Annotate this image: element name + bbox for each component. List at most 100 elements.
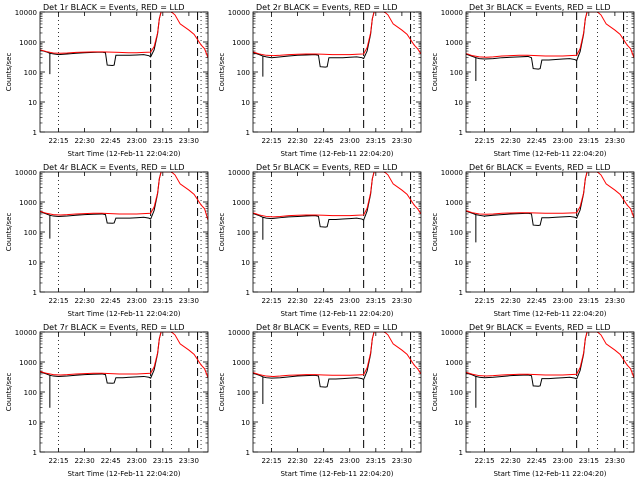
x-tick-label: 22:30 — [75, 297, 95, 305]
y-tick-label: 1 — [459, 129, 463, 137]
y-tick-label: 10000 — [441, 169, 463, 177]
y-axis-label: Counts/sec — [431, 213, 439, 252]
x-tick-label: 22:30 — [75, 457, 95, 465]
x-tick-label: 22:45 — [101, 457, 121, 465]
x-axis-label: Start Time (12-Feb-11 22:04:20) — [67, 150, 180, 158]
x-tick-label: 22:15 — [474, 297, 494, 305]
x-tick-label: 22:30 — [501, 297, 521, 305]
x-tick-label: 23:30 — [605, 297, 625, 305]
y-tick-label: 10 — [241, 259, 250, 267]
y-tick-label: 1000 — [445, 199, 463, 207]
x-tick-label: 22:30 — [288, 297, 308, 305]
y-axis-label: Counts/sec — [5, 53, 13, 92]
x-tick-label: 23:15 — [153, 457, 173, 465]
x-axis-label: Start Time (12-Feb-11 22:04:20) — [67, 470, 180, 478]
y-tick-label: 1000 — [19, 39, 37, 47]
y-axis-label: Counts/sec — [218, 213, 226, 252]
panel-title: Det 8r BLACK = Events, RED = LLD — [256, 323, 398, 332]
y-tick-label: 1000 — [445, 359, 463, 367]
y-tick-label: 1 — [246, 289, 250, 297]
panel-title: Det 7r BLACK = Events, RED = LLD — [43, 323, 185, 332]
events-series-line — [40, 12, 162, 75]
events-series-line — [40, 332, 162, 408]
x-tick-label: 22:45 — [101, 297, 121, 305]
detector-panel: Det 7r BLACK = Events, RED = LLD Counts/s… — [5, 323, 209, 478]
y-tick-label: 10 — [28, 419, 37, 427]
x-tick-label: 22:45 — [101, 137, 121, 145]
x-tick-label: 22:45 — [527, 137, 547, 145]
x-tick-label: 22:30 — [501, 137, 521, 145]
x-axis-label: Start Time (12-Feb-11 22:04:20) — [280, 310, 393, 318]
x-tick-label: 22:30 — [288, 457, 308, 465]
y-tick-label: 10000 — [228, 9, 250, 17]
lld-series-line — [40, 332, 208, 378]
x-tick-label: 22:45 — [314, 457, 334, 465]
x-tick-label: 22:45 — [527, 457, 547, 465]
x-tick-label: 23:30 — [392, 137, 412, 145]
detector-panel: Det 1r BLACK = Events, RED = LLD Counts/s… — [5, 3, 209, 158]
plot-frame — [465, 331, 635, 453]
y-axis-label: Counts/sec — [5, 213, 13, 252]
x-tick-label: 23:15 — [366, 297, 386, 305]
x-tick-label: 23:30 — [392, 457, 412, 465]
x-tick-label: 23:30 — [179, 137, 199, 145]
plot-frame — [252, 11, 422, 133]
x-tick-label: 23:00 — [340, 297, 360, 305]
x-tick-label: 23:00 — [127, 457, 147, 465]
y-tick-label: 1 — [33, 129, 37, 137]
x-tick-label: 23:00 — [340, 137, 360, 145]
x-tick-label: 23:00 — [553, 297, 573, 305]
y-axis-label: Counts/sec — [5, 373, 13, 412]
panel-title: Det 5r BLACK = Events, RED = LLD — [256, 163, 398, 172]
x-tick-label: 23:15 — [579, 297, 599, 305]
lld-series-line — [253, 172, 421, 218]
x-axis-label: Start Time (12-Feb-11 22:04:20) — [493, 150, 606, 158]
x-tick-label: 23:30 — [605, 137, 625, 145]
y-tick-label: 10 — [241, 419, 250, 427]
y-tick-label: 10 — [241, 99, 250, 107]
x-tick-label: 22:15 — [48, 457, 68, 465]
x-tick-label: 23:15 — [153, 137, 173, 145]
y-tick-label: 100 — [24, 389, 37, 397]
y-tick-label: 1 — [246, 449, 250, 457]
y-axis-label: Counts/sec — [218, 53, 226, 92]
y-tick-label: 10 — [454, 259, 463, 267]
y-tick-label: 10 — [454, 419, 463, 427]
events-series-line — [253, 172, 375, 240]
x-tick-label: 23:00 — [127, 137, 147, 145]
x-tick-label: 22:15 — [474, 137, 494, 145]
x-tick-label: 22:30 — [288, 137, 308, 145]
y-tick-label: 1000 — [232, 39, 250, 47]
detector-panel: Det 6r BLACK = Events, RED = LLD Counts/s… — [431, 163, 635, 318]
lld-series-line — [466, 172, 634, 218]
y-tick-label: 100 — [450, 229, 463, 237]
x-tick-label: 23:30 — [392, 297, 412, 305]
y-tick-label: 1000 — [232, 199, 250, 207]
x-tick-label: 22:30 — [75, 137, 95, 145]
lld-series-line — [40, 172, 208, 221]
y-tick-label: 1 — [33, 449, 37, 457]
y-tick-label: 1000 — [19, 359, 37, 367]
events-series-line — [466, 332, 588, 408]
x-tick-label: 22:45 — [527, 297, 547, 305]
x-tick-label: 23:30 — [179, 457, 199, 465]
y-tick-label: 10 — [28, 259, 37, 267]
x-tick-label: 23:15 — [366, 137, 386, 145]
x-tick-label: 22:15 — [261, 457, 281, 465]
x-tick-label: 23:00 — [553, 457, 573, 465]
x-axis-label: Start Time (12-Feb-11 22:04:20) — [493, 470, 606, 478]
y-tick-label: 1 — [459, 289, 463, 297]
x-tick-label: 22:15 — [48, 137, 68, 145]
x-tick-label: 22:45 — [314, 297, 334, 305]
y-tick-label: 100 — [237, 389, 250, 397]
plot-frame — [465, 11, 635, 133]
plot-frame — [252, 171, 422, 293]
plot-frame — [39, 171, 209, 293]
y-tick-label: 100 — [450, 389, 463, 397]
detector-panel: Det 3r BLACK = Events, RED = LLD Counts/s… — [431, 3, 635, 158]
x-axis-label: Start Time (12-Feb-11 22:04:20) — [280, 150, 393, 158]
events-series-line — [40, 172, 162, 239]
y-tick-label: 10000 — [15, 329, 37, 337]
y-tick-label: 1 — [33, 289, 37, 297]
y-tick-label: 10000 — [15, 9, 37, 17]
